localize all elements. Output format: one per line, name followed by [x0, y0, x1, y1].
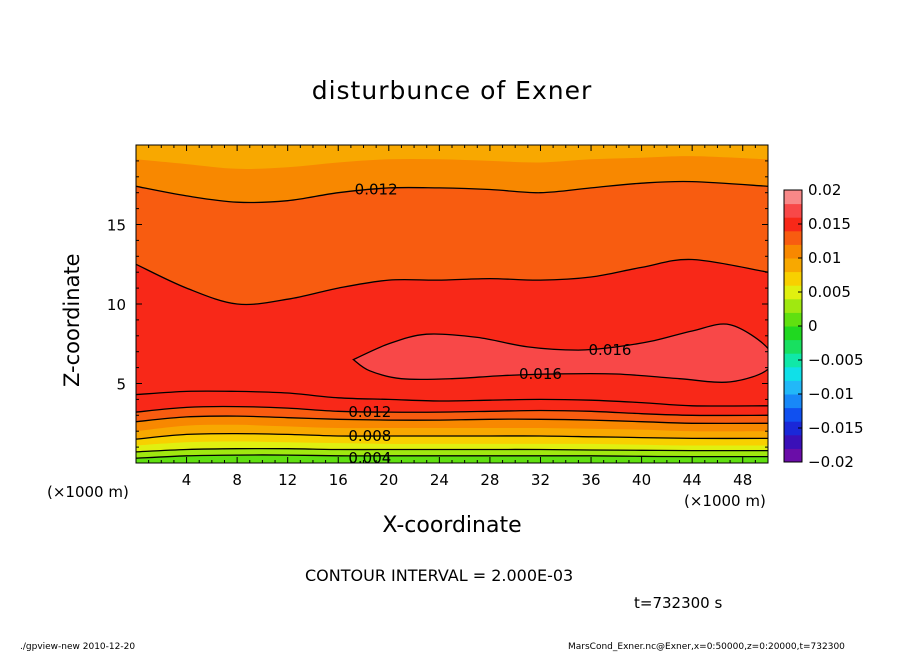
colorbar-label: 0.01	[808, 249, 841, 267]
colorbar-swatch	[784, 366, 802, 381]
x-unit-label-right: (×1000 m)	[684, 492, 766, 510]
colorbar-swatch	[784, 258, 802, 273]
x-axis-ticks: 4 8 12 16 20 24 28 32 36 40 44 48	[148, 145, 756, 489]
contour-line-0.014	[136, 390, 768, 407]
max-region-0.016	[352, 323, 768, 383]
colorbar-label: −0.02	[808, 453, 854, 471]
x-tick-label: 16	[329, 471, 348, 489]
colorbar-swatch	[784, 434, 802, 449]
colorbar-swatch	[784, 244, 802, 259]
colorbar-swatch	[784, 190, 802, 205]
x-tick-label: 40	[632, 471, 651, 489]
colorbar-swatch	[784, 271, 802, 286]
colorbar-swatch	[784, 448, 802, 463]
colorbar-label: −0.005	[808, 351, 864, 369]
x-tick-label: 8	[232, 471, 242, 489]
contour-label: 0.012	[355, 181, 398, 199]
contour-label: 0.012	[348, 403, 391, 421]
y-tick-label: 15	[107, 217, 126, 235]
y-tick-label: 10	[107, 296, 126, 314]
contour-label: 0.016	[519, 365, 562, 383]
colorbar-swatch	[784, 312, 802, 327]
colorbar-swatch	[784, 285, 802, 300]
chart-title: disturbunce of Exner	[311, 76, 593, 105]
y-tick-label: 5	[116, 376, 126, 394]
contour-lines	[136, 180, 768, 459]
contour-label: 0.016	[589, 341, 632, 359]
colorbar-swatch	[784, 421, 802, 436]
x-tick-label: 48	[733, 471, 752, 489]
y-axis-label: Z-coordinate	[60, 253, 84, 387]
contour-line-0.012	[136, 180, 768, 204]
footer-left: ./gpview-new 2010-12-20	[20, 642, 136, 652]
colorbar-swatch	[784, 380, 802, 395]
colorbar-swatch	[784, 407, 802, 422]
contour-line-0.004	[136, 454, 768, 459]
x-axis-label: X-coordinate	[382, 513, 522, 538]
contour-line-0.010	[136, 415, 768, 425]
colorbar-swatch	[784, 217, 802, 232]
colorbar-swatch	[784, 394, 802, 409]
contour-line-0.006	[136, 447, 768, 453]
colorbar-label: 0.02	[808, 181, 841, 199]
time-label: t=732300 s	[634, 594, 723, 612]
contour-line-0.012	[136, 405, 768, 417]
contour-line-0.014	[136, 258, 768, 306]
x-tick-label: 28	[480, 471, 499, 489]
colorbar-swatch	[784, 230, 802, 245]
contour-line-0.008	[136, 432, 768, 440]
x-unit-label-left: (×1000 m)	[47, 483, 129, 501]
colorbar-label: −0.015	[808, 419, 864, 437]
y-axis-ticks: 5 10 15	[107, 160, 768, 448]
colorbar-label: 0	[808, 317, 818, 335]
x-tick-label: 24	[430, 471, 449, 489]
colorbar-swatch	[784, 203, 802, 218]
colorbar-label: 0.015	[808, 215, 851, 233]
colorbar-swatch	[784, 326, 802, 341]
x-tick-label: 4	[182, 471, 192, 489]
x-tick-label: 44	[683, 471, 702, 489]
contour-label: 0.004	[348, 449, 391, 467]
colorbar-label: 0.005	[808, 283, 851, 301]
colorbar: 0.02 0.015 0.01 0.005 0 −0.005 −0.01 −0.015 −0.0…	[783, 181, 864, 471]
contour-interval-text: CONTOUR INTERVAL = 2.000E-03	[305, 566, 574, 585]
colorbar-swatch	[784, 298, 802, 313]
x-tick-label: 12	[278, 471, 297, 489]
x-tick-label: 32	[531, 471, 550, 489]
colorbar-swatch	[784, 339, 802, 354]
footer-right: MarsCond_Exner.nc@Exner,x=0:50000,z=0:20…	[568, 642, 845, 652]
contour-band	[136, 454, 768, 463]
colorbar-label: −0.01	[808, 385, 854, 403]
colorbar-swatch	[784, 353, 802, 368]
x-tick-label: 20	[379, 471, 398, 489]
contour-label: 0.008	[348, 427, 391, 445]
x-tick-label: 36	[581, 471, 600, 489]
